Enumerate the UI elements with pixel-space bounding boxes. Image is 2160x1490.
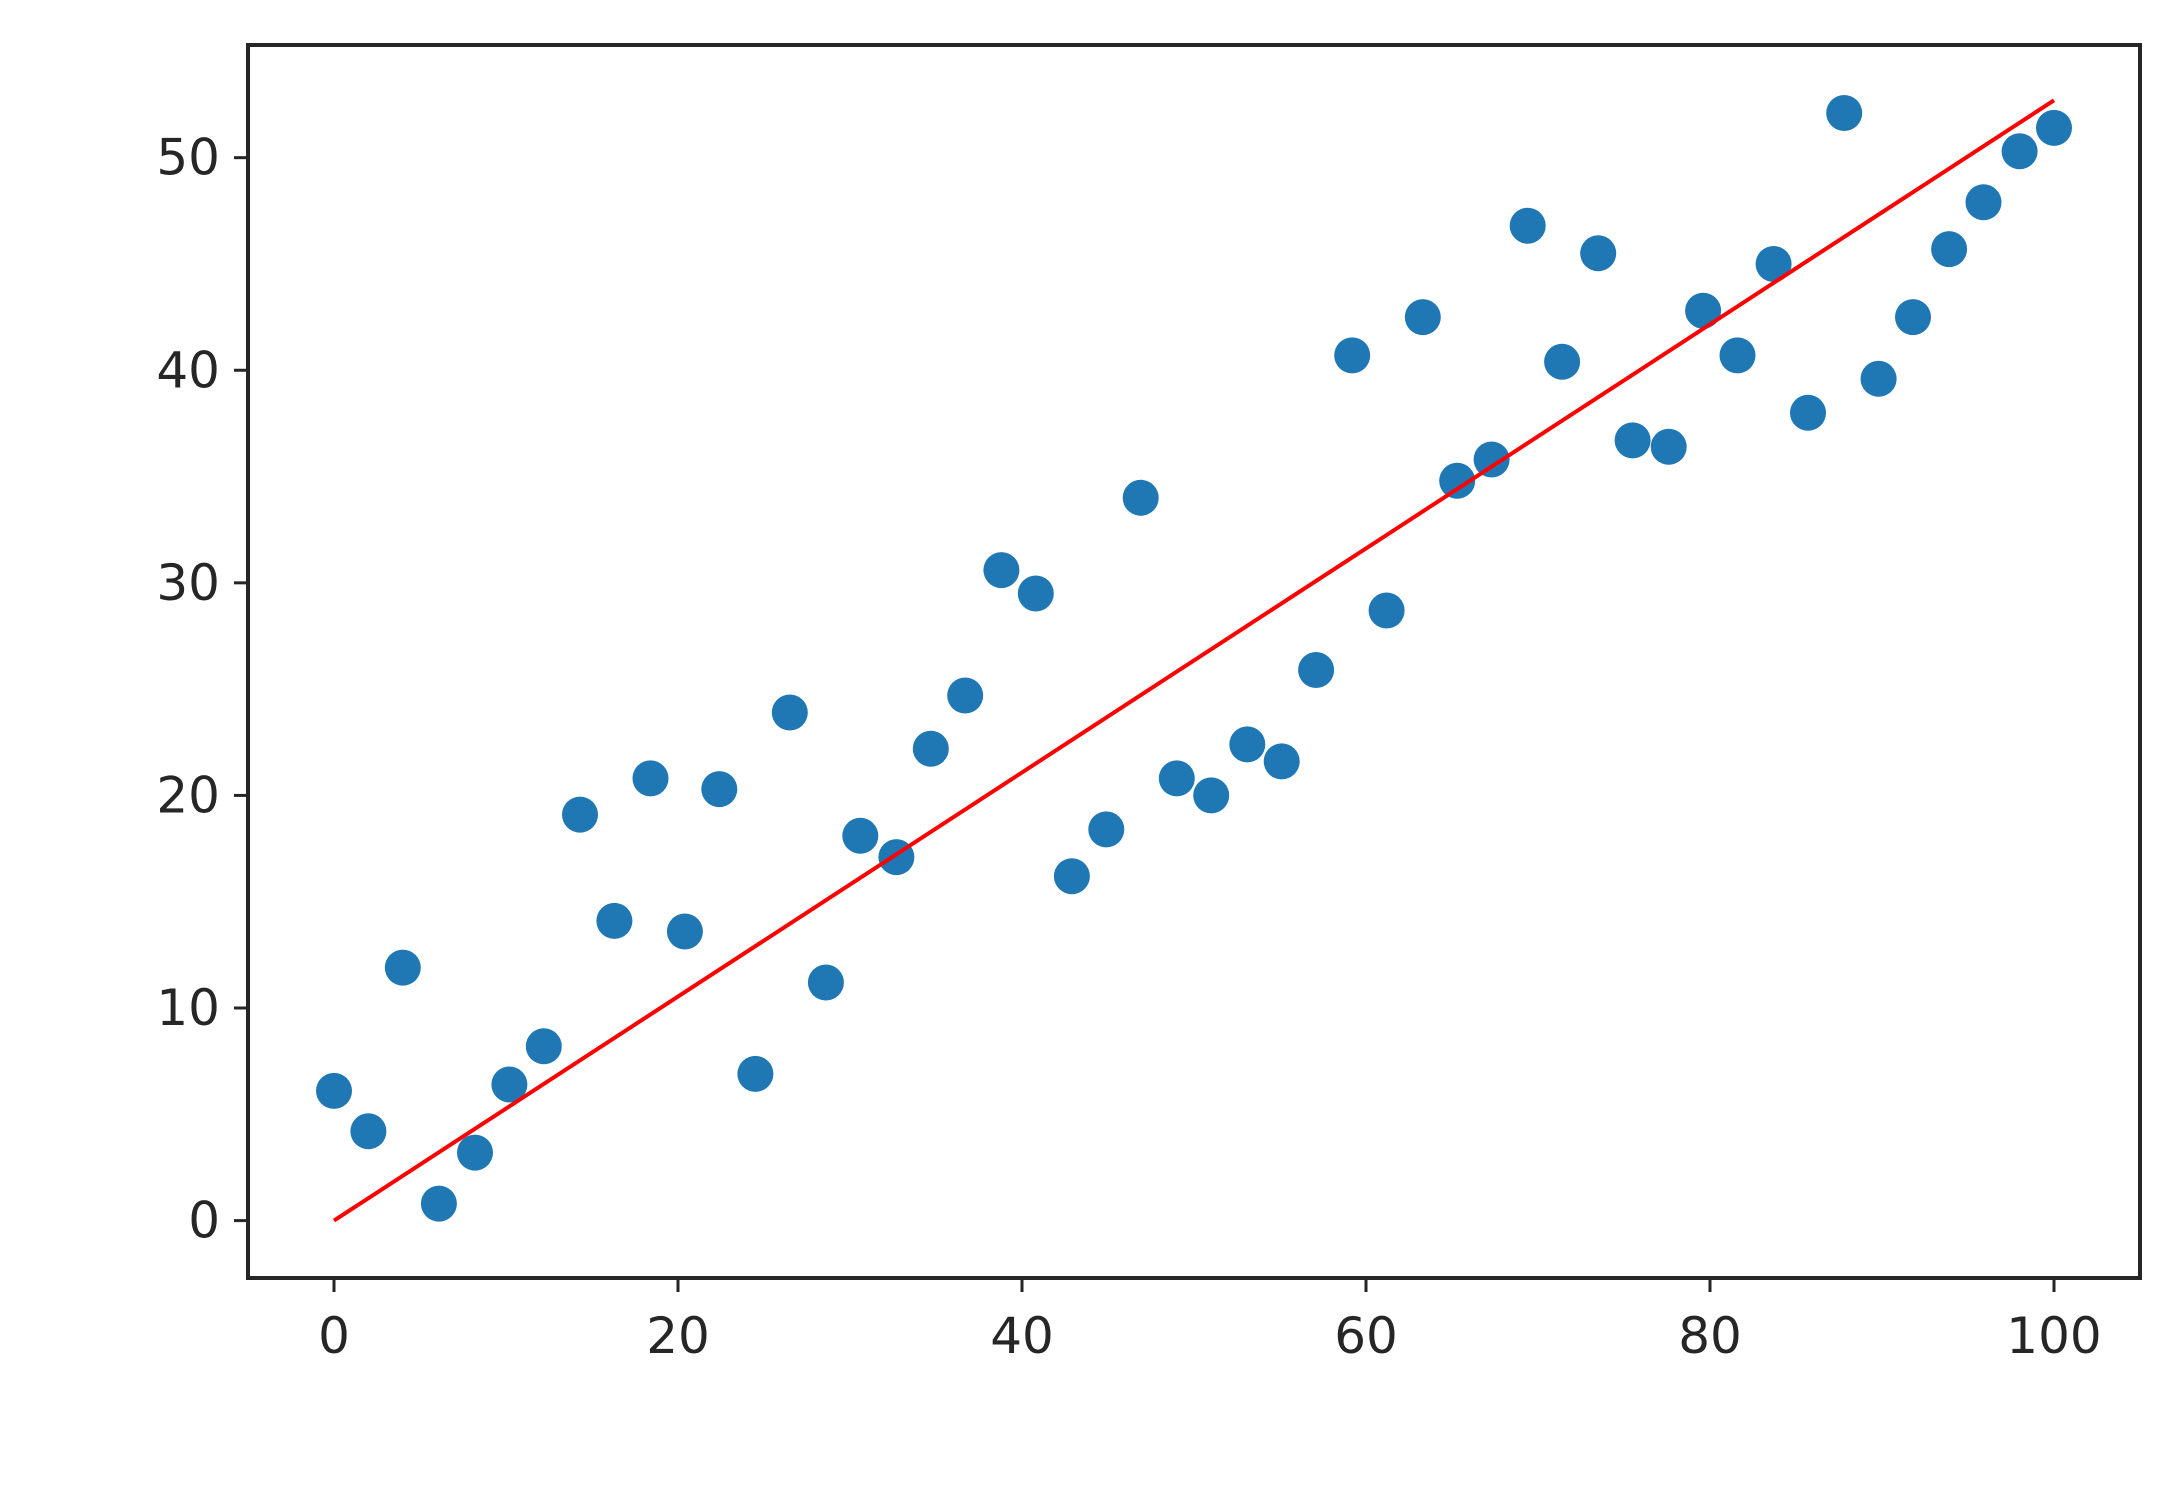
data-point bbox=[807, 964, 844, 1001]
data-point bbox=[491, 1066, 528, 1103]
data-point bbox=[1509, 207, 1546, 244]
data-point bbox=[1650, 428, 1687, 465]
data-point bbox=[1439, 462, 1476, 499]
data-point bbox=[701, 771, 738, 808]
y-tick-label: 50 bbox=[156, 129, 220, 187]
data-point bbox=[842, 817, 879, 854]
y-tick-label: 40 bbox=[156, 341, 220, 399]
data-point bbox=[1473, 441, 1510, 478]
data-point bbox=[912, 730, 949, 767]
data-point bbox=[983, 552, 1020, 589]
data-point bbox=[596, 902, 633, 939]
data-point bbox=[1719, 337, 1756, 374]
y-tick-label: 0 bbox=[188, 1192, 220, 1250]
data-point bbox=[525, 1028, 562, 1065]
data-point bbox=[1088, 811, 1125, 848]
data-point bbox=[737, 1055, 774, 1092]
data-point bbox=[1755, 246, 1792, 282]
data-point bbox=[771, 694, 808, 731]
y-axis: 0 10 20 30 40 50 bbox=[156, 129, 248, 1250]
data-point bbox=[1790, 394, 1826, 431]
data-point bbox=[1017, 575, 1054, 612]
data-point bbox=[1580, 235, 1617, 272]
data-point bbox=[350, 1113, 387, 1150]
y-tick-label: 30 bbox=[156, 554, 220, 612]
data-point bbox=[1860, 360, 1897, 397]
data-point bbox=[632, 760, 669, 797]
data-point bbox=[1158, 760, 1195, 797]
data-point bbox=[1122, 479, 1159, 516]
data-point bbox=[1965, 184, 2002, 221]
y-tick-label: 20 bbox=[156, 766, 220, 824]
data-point bbox=[1404, 299, 1441, 336]
data-point bbox=[1368, 592, 1405, 629]
data-point bbox=[1931, 231, 1968, 268]
data-point bbox=[1298, 652, 1335, 688]
data-point bbox=[1614, 422, 1651, 459]
data-point bbox=[666, 913, 703, 950]
data-point bbox=[1685, 292, 1722, 329]
data-point bbox=[1895, 299, 1931, 336]
data-point bbox=[384, 949, 421, 986]
data-point bbox=[1229, 726, 1266, 763]
plot-area bbox=[316, 95, 2072, 1223]
x-tick-label: 100 bbox=[2006, 1307, 2101, 1365]
x-tick-label: 20 bbox=[646, 1307, 710, 1365]
data-point bbox=[457, 1134, 493, 1171]
data-point bbox=[1193, 777, 1230, 814]
y-tick-label: 10 bbox=[156, 979, 220, 1037]
fit-line bbox=[332, 98, 2056, 1223]
data-point bbox=[562, 796, 598, 833]
data-point bbox=[1263, 743, 1300, 780]
x-tick-label: 80 bbox=[1678, 1307, 1742, 1365]
data-point bbox=[316, 1072, 352, 1109]
plot-frame bbox=[246, 43, 2142, 1280]
data-point bbox=[1544, 343, 1581, 380]
x-tick-label: 40 bbox=[990, 1307, 1054, 1365]
x-tick-label: 60 bbox=[1334, 1307, 1398, 1365]
data-point bbox=[947, 677, 984, 714]
data-point bbox=[2001, 133, 2038, 170]
x-tick-label: 0 bbox=[318, 1307, 350, 1365]
data-point bbox=[420, 1185, 457, 1222]
data-point bbox=[1053, 858, 1090, 895]
data-point bbox=[1826, 95, 1863, 131]
data-point bbox=[1334, 337, 1371, 374]
x-axis: 0 20 40 60 80 100 bbox=[318, 1278, 2102, 1365]
data-point bbox=[2036, 109, 2072, 146]
